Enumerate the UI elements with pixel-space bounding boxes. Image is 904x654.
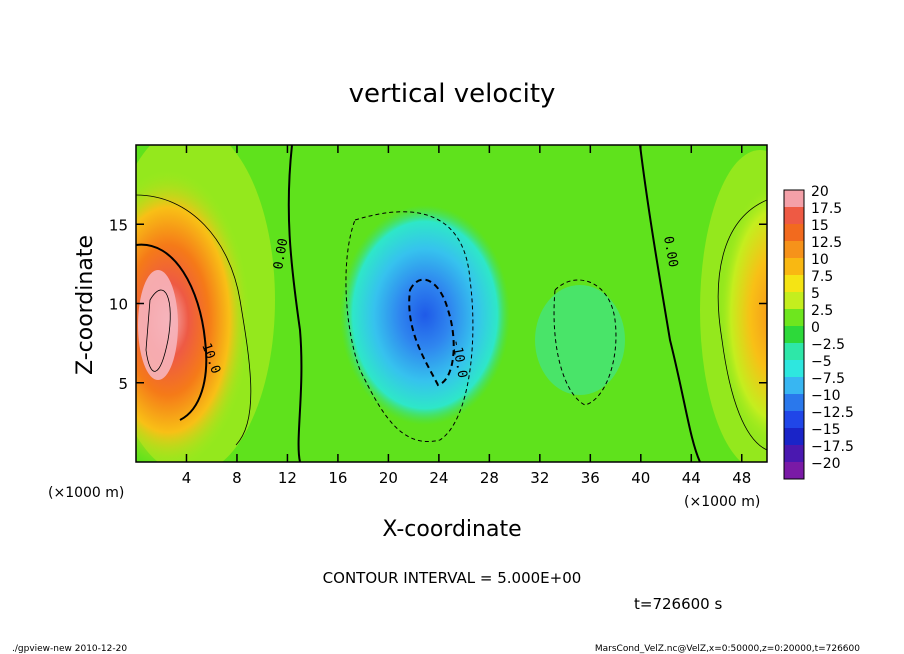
colorbar-label: 12.5 <box>811 235 842 251</box>
contour-label-2: 0.00 <box>660 235 680 268</box>
colorbar-label: −12.5 <box>811 405 854 421</box>
x-axis-label: X-coordinate <box>382 517 521 542</box>
plot-field <box>136 145 767 462</box>
x-tick-label: 28 <box>480 469 499 487</box>
left-core <box>138 270 178 380</box>
contour-neg10 <box>408 278 455 387</box>
colorbar-label: 10 <box>811 252 829 268</box>
contour-label-1: 0.00 <box>271 237 291 270</box>
colorbar-label: −17.5 <box>811 439 854 455</box>
colorbar-label: 17.5 <box>811 201 842 217</box>
central-downdraft <box>340 205 510 425</box>
contour-interval-text: CONTOUR INTERVAL = 5.000E+00 <box>323 569 582 587</box>
colorbar-label: 5 <box>811 286 820 302</box>
y-axis-label: Z-coordinate <box>73 235 98 375</box>
colorbar-swatch <box>784 224 804 241</box>
x-tick-label: 32 <box>530 469 549 487</box>
colorbar-swatch <box>784 343 804 360</box>
contour-0-left <box>287 145 303 462</box>
colorbar-label: −7.5 <box>811 371 845 387</box>
colorbar-label: 7.5 <box>811 269 833 285</box>
x-axis: 4 8 12 16 20 24 28 32 36 40 44 48 <box>182 145 751 487</box>
contour-5-left <box>136 194 252 446</box>
contour-5-right <box>717 199 767 451</box>
colorbar-swatch <box>784 292 804 309</box>
colorbar-swatch <box>784 445 804 462</box>
y-tick-label: 10 <box>109 296 128 314</box>
colorbar-label: −2.5 <box>811 337 845 353</box>
colorbar-swatch <box>784 326 804 343</box>
colorbar-swatch <box>784 462 804 479</box>
x-tick-label: 8 <box>232 469 242 487</box>
colorbar-swatch <box>784 275 804 292</box>
colorbar-swatch <box>784 190 804 207</box>
x-tick-label: 16 <box>328 469 347 487</box>
colorbar-label: 15 <box>811 218 829 234</box>
x-tick-label: 44 <box>682 469 701 487</box>
left-updraft <box>136 170 250 462</box>
right-updraft <box>720 186 767 444</box>
x-tick-label: 36 <box>581 469 600 487</box>
colorbar-swatch <box>784 241 804 258</box>
y-tick-label: 15 <box>109 216 128 234</box>
footer-right: MarsCond_VelZ.nc@VelZ,x=0:50000,z=0:2000… <box>595 644 860 654</box>
colorbar-swatch <box>784 207 804 224</box>
x-tick-label: 4 <box>182 469 192 487</box>
colorbar-swatch <box>784 394 804 411</box>
colorbar-label: 0 <box>811 320 820 336</box>
x-tick-label: 40 <box>631 469 650 487</box>
contour-neg5 <box>345 211 474 442</box>
colorbar-swatch <box>784 309 804 326</box>
x-tick-label: 48 <box>732 469 751 487</box>
y-axis: 5 10 15 <box>109 216 767 393</box>
x-unit-left: (×1000 m) <box>48 485 124 501</box>
contour-0-right <box>639 145 701 462</box>
chart-title: vertical velocity <box>349 79 556 109</box>
time-text: t=726600 s <box>634 595 722 613</box>
contour-neg5-east <box>553 279 617 406</box>
colorbar-label: −10 <box>811 388 841 404</box>
contour-15-left <box>145 289 171 372</box>
colorbar-label: −5 <box>811 354 832 370</box>
colorbar-swatch <box>784 411 804 428</box>
contour-10-left <box>136 243 208 421</box>
x-tick-label: 24 <box>429 469 448 487</box>
y-tick-label: 5 <box>118 375 128 393</box>
colorbar-swatch <box>784 360 804 377</box>
colorbar-label: −15 <box>811 422 841 438</box>
colorbar: 2017.51512.5107.552.50−2.5−5−7.5−10−12.5… <box>783 184 854 480</box>
east-downdraft <box>535 285 625 395</box>
x-tick-label: 20 <box>379 469 398 487</box>
colorbar-swatch <box>784 428 804 445</box>
x-unit-right: (×1000 m) <box>684 494 760 510</box>
footer-left: ./gpview-new 2010-12-20 <box>12 644 127 654</box>
colorbar-label: 2.5 <box>811 303 833 319</box>
colorbar-label: 20 <box>811 184 829 200</box>
contour-label-4: -10.0 <box>448 338 470 379</box>
colorbar-label: −20 <box>811 456 841 472</box>
x-tick-label: 12 <box>278 469 297 487</box>
colorbar-swatch <box>784 258 804 275</box>
colorbar-frame <box>783 189 805 480</box>
colorbar-swatch <box>784 377 804 394</box>
